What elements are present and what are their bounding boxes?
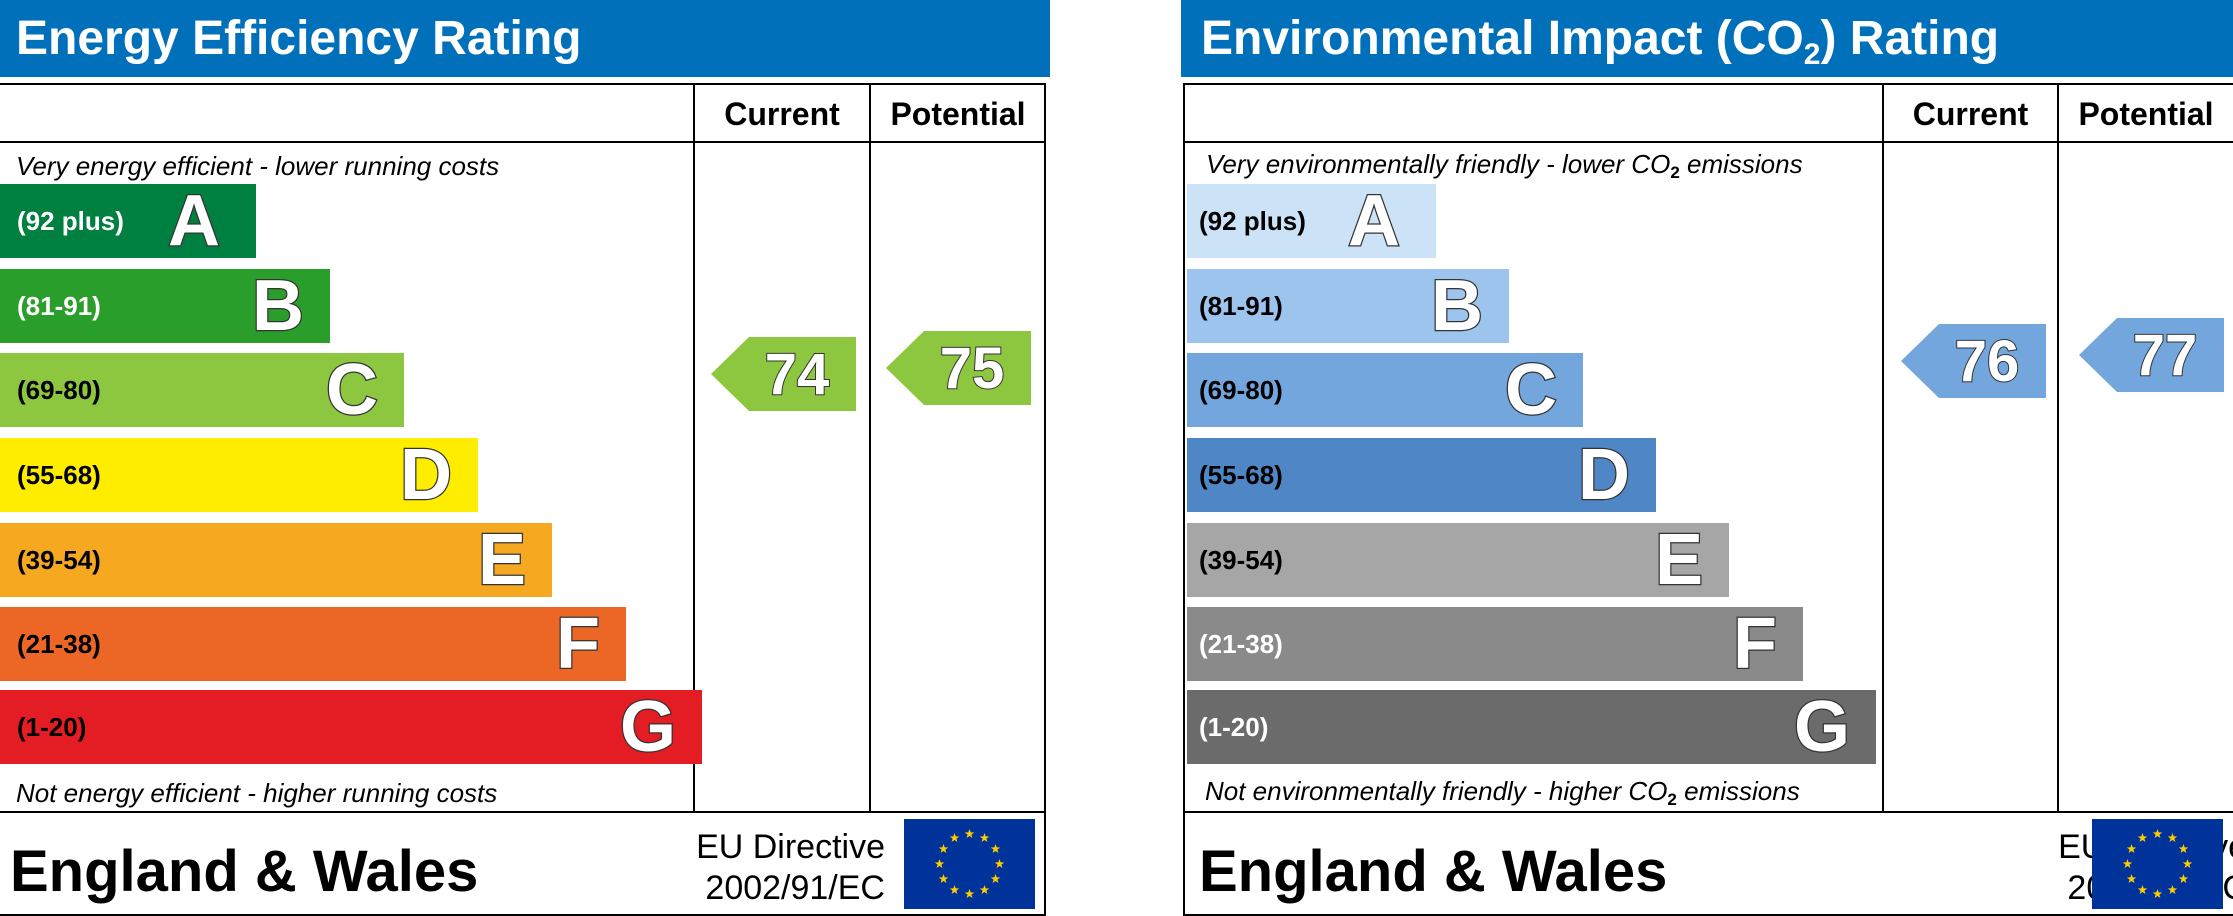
top-note: Very environmentally friendly - lower CO… [1206, 149, 1803, 182]
band-range-label: (55-68) [1199, 460, 1283, 490]
rating-band-e: (39-54) E [0, 519, 552, 601]
column-header-potential: Potential [2078, 96, 2214, 132]
column-header-potential: Potential [890, 96, 1026, 132]
potential-arrow-shape [886, 331, 1031, 405]
flag-star [994, 859, 1005, 869]
flag-star [964, 829, 975, 839]
flag-star [2167, 884, 2178, 895]
eu-flag-icon [904, 819, 1035, 909]
energy-efficiency-panel: Energy Efficiency Rating Current Potenti… [0, 0, 1050, 916]
flag-star [990, 874, 1001, 884]
band-letter: D [399, 434, 454, 517]
bottom-note: Not environmentally friendly - higher CO… [1205, 776, 1800, 809]
rating-band-a: (92 plus) A [0, 180, 256, 262]
flag-star [2178, 844, 2189, 854]
flag-star [949, 833, 960, 843]
flag-star [2152, 829, 2163, 839]
top-note: Very energy efficient - lower running co… [16, 151, 500, 181]
band-letter: F [1732, 603, 1778, 686]
band-range-label: (81-91) [1199, 291, 1283, 321]
rating-band-d: (55-68) D [0, 434, 478, 516]
flag-star [2178, 874, 2189, 884]
current-arrow-shape [711, 337, 856, 411]
rating-band-c: (69-80) C [0, 349, 404, 431]
flag-star [2182, 859, 2193, 869]
potential-arrow-shape [2079, 318, 2224, 392]
bottom-note: Not energy efficient - higher running co… [16, 778, 498, 808]
column-header-current: Current [1912, 96, 2029, 132]
flag-star [979, 833, 990, 843]
rating-table [0, 83, 1046, 916]
band-range-label: (69-80) [1199, 375, 1283, 405]
current-rating-arrow: 76 [1901, 324, 2046, 398]
rating-band-g: (1-20) G [1187, 686, 1876, 768]
band-range-label: (1-20) [1199, 712, 1269, 742]
band-range-label: (55-68) [17, 460, 101, 490]
band-letter: D [1577, 434, 1632, 517]
flag-star [938, 874, 949, 884]
potential-rating-value: 77 [2133, 323, 2198, 388]
panel-title: Energy Efficiency Rating [0, 0, 1050, 77]
band-letter: B [1430, 265, 1485, 348]
rating-band-f: (21-38) F [1187, 603, 1803, 685]
band-range-label: (92 plus) [1199, 206, 1306, 236]
band-letter: C [325, 349, 380, 432]
potential-rating-arrow: 75 [886, 331, 1031, 405]
band-letter: B [251, 265, 306, 348]
band-range-label: (21-38) [17, 629, 101, 659]
flag-star [990, 844, 1001, 854]
band-letter: A [1347, 180, 1402, 263]
flag-star [979, 884, 990, 895]
rating-band-c: (69-80) C [1187, 349, 1583, 431]
rating-band-b: (81-91) B [0, 265, 330, 347]
flag-star [949, 884, 960, 895]
panel-title: Environmental Impact (CO2) Rating [1181, 0, 2233, 77]
band-letter: G [1793, 686, 1852, 769]
rating-band-e: (39-54) E [1187, 519, 1729, 601]
band-range-label: (1-20) [17, 712, 87, 742]
flag-star [964, 889, 975, 899]
band-letter: C [1504, 349, 1559, 432]
current-arrow-shape [1901, 324, 2046, 398]
band-letter: A [167, 180, 222, 263]
potential-rating-value: 75 [940, 336, 1005, 401]
band-range-label: (92 plus) [17, 206, 124, 236]
flag-star [2126, 844, 2137, 854]
band-letter: F [555, 603, 601, 686]
region-label: England & Wales [1199, 839, 1668, 904]
flag-star [2122, 859, 2133, 869]
flag-star [938, 844, 949, 854]
current-rating-arrow: 74 [711, 337, 856, 411]
flag-star [934, 859, 945, 869]
region-label: England & Wales [10, 839, 479, 904]
rating-band-b: (81-91) B [1187, 265, 1509, 347]
rating-band-g: (1-20) G [0, 686, 702, 768]
environmental-impact-panel: Environmental Impact (CO2) Rating Curren… [1181, 0, 2233, 916]
flag-star [2152, 889, 2163, 899]
band-range-label: (39-54) [17, 545, 101, 575]
column-header-current: Current [724, 96, 840, 132]
current-rating-value: 76 [1955, 329, 2020, 394]
band-range-label: (81-91) [17, 291, 101, 321]
band-letter: E [1654, 519, 1705, 602]
rating-band-a: (92 plus) A [1187, 180, 1436, 262]
rating-band-d: (55-68) D [1187, 434, 1656, 516]
rating-table [1183, 83, 2233, 916]
band-letter: G [619, 686, 678, 769]
potential-rating-arrow: 77 [2079, 318, 2224, 392]
current-rating-value: 74 [765, 342, 830, 407]
flag-star [2126, 874, 2137, 884]
rating-band-f: (21-38) F [0, 603, 626, 685]
eu-flag-icon [2092, 819, 2223, 909]
band-range-label: (39-54) [1199, 545, 1283, 575]
band-range-label: (69-80) [17, 375, 101, 405]
band-range-label: (21-38) [1199, 629, 1283, 659]
band-letter: E [477, 519, 528, 602]
flag-star [2137, 833, 2148, 843]
flag-star [2167, 833, 2178, 843]
flag-star [2137, 884, 2148, 895]
